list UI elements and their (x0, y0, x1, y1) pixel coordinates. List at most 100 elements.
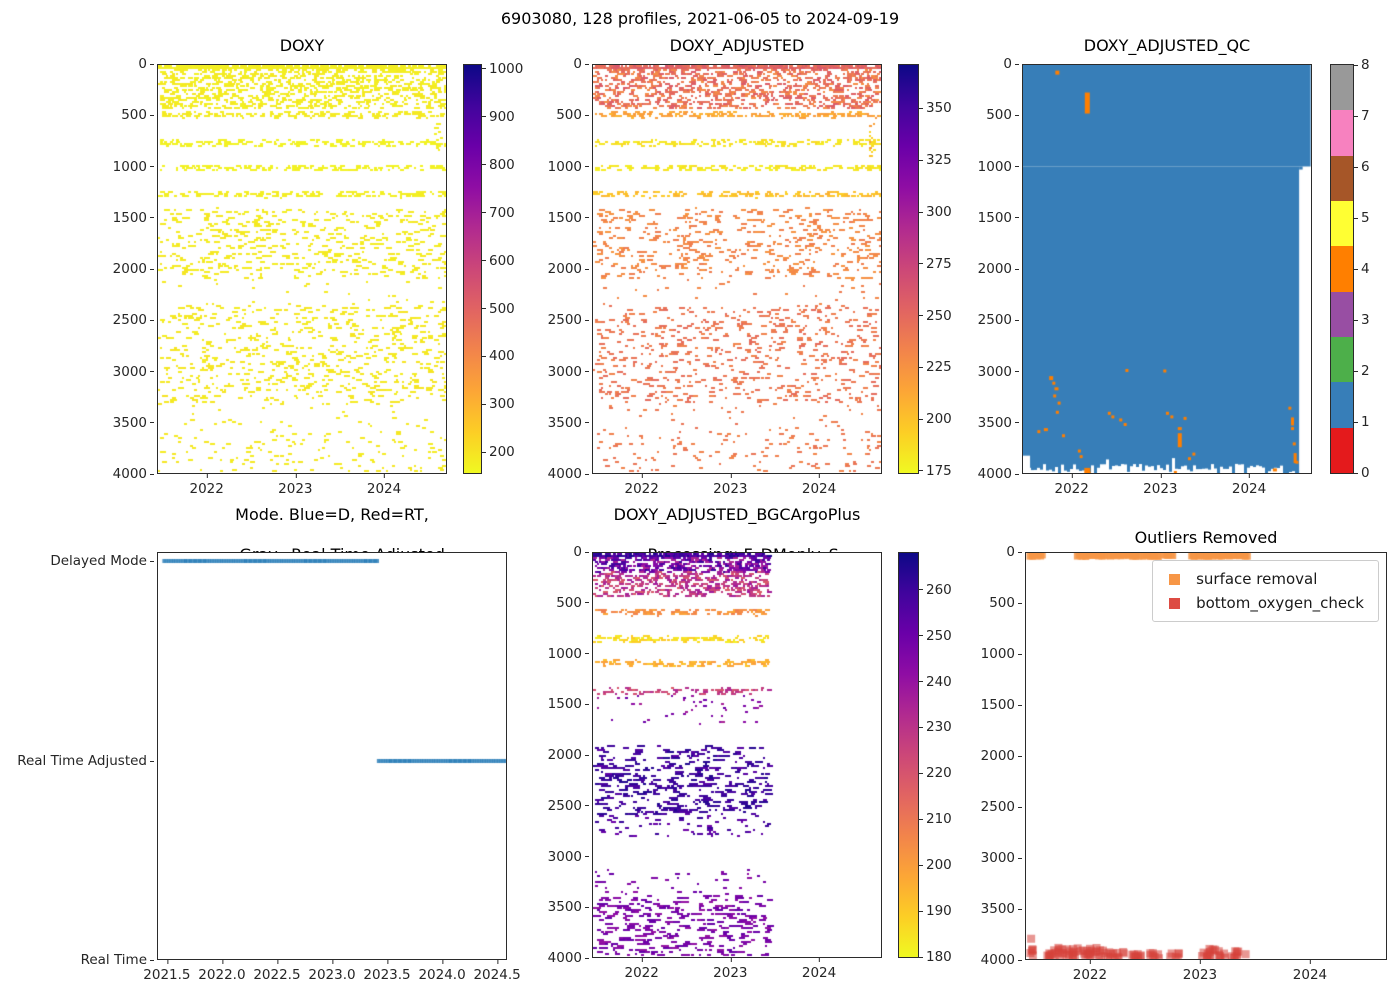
y-tick-label: 2500 (952, 312, 1019, 328)
colorbar-tick-label: 900 (482, 108, 515, 125)
y-tick-label: 3000 (522, 364, 589, 380)
colorbar-tick-label: 600 (482, 252, 515, 269)
colorbar-tick-label: 7 (1354, 108, 1370, 124)
y-tick-label: 2000 (952, 261, 1019, 277)
y-tick-label: 1000 (522, 646, 589, 662)
colorbar-tick-label: 220 (919, 765, 952, 782)
y-tick-label: 500 (87, 107, 154, 123)
title-line: Mode. Blue=D, Red=RT, (235, 505, 429, 524)
y-tick-label: 3500 (952, 415, 1019, 431)
colorbar-tick-label: 3 (1354, 312, 1370, 328)
qc-colorbar-segment-6 (1331, 155, 1353, 201)
y-tick-label: 1500 (87, 210, 154, 226)
x-tick-label: 2024 (801, 958, 837, 981)
panel-title-outliers-removed: Outliers Removed (1134, 528, 1278, 547)
y-tick-label: 3000 (955, 850, 1022, 866)
qc-colorbar-segment-0 (1331, 427, 1353, 473)
colorbar-tick-label: 200 (919, 411, 952, 428)
x-tick-label: 2022 (1054, 474, 1089, 497)
plot-bgcargoplus (592, 552, 882, 958)
x-tick-label: 2022.0 (198, 960, 246, 983)
plot-outliers-removed: surface removal bottom_oxygen_check (1025, 552, 1387, 960)
outliers-legend: surface removal bottom_oxygen_check (1152, 560, 1379, 622)
x-tick-label: 2022 (624, 958, 659, 981)
x-tick-label: 2024 (1231, 474, 1267, 497)
y-tick-label: 2500 (87, 312, 154, 328)
colorbar-tick-label: 325 (919, 152, 952, 169)
colorbar-tick-label: 200 (482, 444, 515, 461)
panel-title-doxy-adjusted-qc: DOXY_ADJUSTED_QC (1083, 36, 1251, 55)
legend-label: surface removal (1196, 570, 1318, 588)
y-tick-label: 4000 (952, 466, 1019, 482)
x-tick-label: 2022 (624, 474, 659, 497)
bgcargoplus-scatter-canvas (593, 553, 881, 957)
y-category-label: Real Time (0, 952, 154, 968)
x-tick-label: 2022 (1072, 960, 1108, 983)
figure-suptitle: 6903080, 128 profiles, 2021-06-05 to 202… (500, 9, 900, 28)
y-tick-label: 1500 (522, 696, 589, 712)
plot-doxy-adjusted-qc (1022, 64, 1312, 474)
y-tick-label: 4000 (955, 952, 1022, 968)
x-tick-label: 2024.0 (418, 960, 466, 983)
y-tick-label: 3500 (522, 899, 589, 915)
colorbar-tick-label: 5 (1354, 210, 1370, 226)
legend-entry-bottom-oxygen-check: bottom_oxygen_check (1163, 591, 1364, 615)
colorbar-tick-label: 210 (919, 811, 952, 828)
x-tick-label: 2023.5 (363, 960, 411, 983)
x-tick-label: 2023 (1182, 960, 1218, 983)
y-tick-label: 4000 (522, 950, 589, 966)
colorbar-tick-label: 2 (1354, 363, 1370, 379)
x-tick-label: 2021.5 (143, 960, 191, 983)
y-tick-label: 1500 (522, 210, 589, 226)
colorbar-tick-label: 800 (482, 156, 515, 173)
x-tick-label: 2023 (278, 474, 313, 497)
y-tick-label: 2500 (522, 798, 589, 814)
x-tick-label: 2024 (801, 474, 837, 497)
y-tick-label: 3500 (955, 901, 1022, 917)
y-tick-label: 1500 (955, 697, 1022, 713)
y-tick-label: 2000 (522, 747, 589, 763)
y-tick-label: 500 (522, 595, 589, 611)
y-tick-label: 0 (955, 544, 1022, 560)
qc-colorbar-segment-7 (1331, 109, 1353, 156)
doxy-scatter-canvas (158, 65, 446, 473)
colorbar-tick-label: 0 (1354, 465, 1370, 481)
qc-colorbar-segment-3 (1331, 291, 1353, 337)
colorbar-tick-label: 8 (1354, 57, 1370, 73)
colorbar-tick-label: 700 (482, 204, 515, 221)
panel-title-doxy: DOXY (279, 36, 325, 55)
y-tick-label: 2500 (522, 312, 589, 328)
x-tick-label: 2023.0 (308, 960, 356, 983)
y-category-label: Delayed Mode (0, 553, 154, 569)
y-tick-label: 4000 (522, 466, 589, 482)
colorbar-tick-label: 240 (919, 673, 952, 690)
y-tick-label: 1000 (522, 159, 589, 175)
legend-label: bottom_oxygen_check (1196, 594, 1364, 612)
y-tick-label: 0 (522, 56, 589, 72)
colorbar-tick-label: 175 (919, 462, 952, 479)
panel-title-doxy-adjusted: DOXY_ADJUSTED (669, 36, 805, 55)
plot-doxy (157, 64, 447, 474)
y-tick-label: 3500 (87, 415, 154, 431)
qc-colorbar-segment-5 (1331, 200, 1353, 247)
y-tick-label: 2000 (87, 261, 154, 277)
mode-lines-canvas (158, 553, 506, 959)
doxy-colorbar (463, 64, 482, 474)
plot-doxy-adjusted (592, 64, 882, 474)
qc-colorbar-segment-1 (1331, 381, 1353, 428)
y-tick-label: 2000 (955, 748, 1022, 764)
bottom-oxygen-check-marker-icon (1169, 597, 1181, 609)
y-tick-label: 1500 (952, 210, 1019, 226)
colorbar-tick-label: 500 (482, 300, 515, 317)
colorbar-tick-label: 225 (919, 359, 952, 376)
colorbar-tick-label: 6 (1354, 159, 1370, 175)
x-tick-label: 2022 (189, 474, 224, 497)
colorbar-tick-label: 190 (919, 903, 952, 920)
y-category-label: Real Time Adjusted (0, 753, 154, 769)
colorbar-tick-label: 4 (1354, 261, 1370, 277)
y-tick-label: 2500 (955, 799, 1022, 815)
colorbar-tick-label: 275 (919, 255, 952, 272)
bgcargoplus-colorbar (898, 552, 919, 958)
qc-colorbar-segment-2 (1331, 336, 1353, 383)
y-tick-label: 1000 (955, 646, 1022, 662)
